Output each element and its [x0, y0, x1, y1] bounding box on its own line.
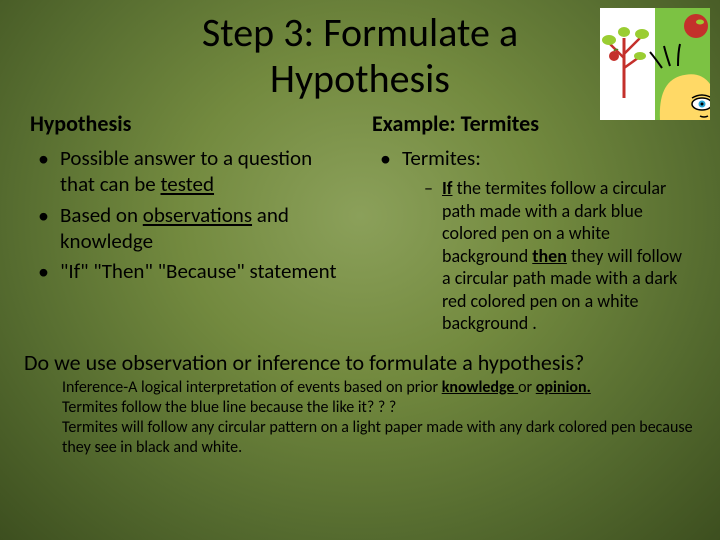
left-bullet-2: Based on observations and knowledge [38, 202, 348, 255]
question-text: Do we use observation or inference to fo… [0, 339, 720, 376]
note-line-2: Termites follow the blue line because th… [62, 398, 700, 418]
right-sub-bullets: If the termites follow a circular path m… [402, 177, 690, 335]
title-line-2: Hypothesis [270, 54, 450, 103]
left-heading: Hypothesis [30, 110, 348, 137]
slide-title: Step 3: Formulate a Hypothesis [110, 0, 610, 102]
left-bullets: Possible answer to a question that can b… [30, 145, 348, 284]
right-bullet-1: Termites: If the termites follow a circu… [380, 145, 690, 335]
left-column: Hypothesis Possible answer to a question… [30, 110, 348, 339]
right-sub-1: If the termites follow a circular path m… [424, 177, 690, 335]
left-bullet-1: Possible answer to a question that can b… [38, 145, 348, 198]
corner-illustration [600, 8, 710, 120]
right-column: Example: Termites Termites: If the termi… [372, 110, 690, 339]
notes-block: Inference-A logical interpretation of ev… [0, 376, 720, 458]
note-line-3: Termites will follow any circular patter… [62, 418, 700, 458]
content-columns: Hypothesis Possible answer to a question… [0, 102, 720, 339]
note-line-1: Inference-A logical interpretation of ev… [62, 378, 700, 398]
left-bullet-3: "If" "Then" "Because" statement [38, 258, 348, 284]
right-bullets: Termites: If the termites follow a circu… [372, 145, 690, 335]
title-line-1: Step 3: Formulate a [202, 8, 518, 57]
